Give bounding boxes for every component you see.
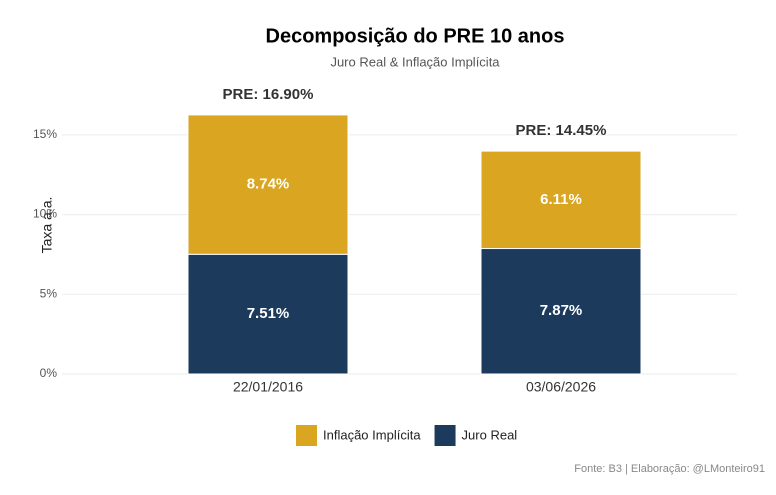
- value-label: 7.87%: [540, 302, 583, 319]
- total-label: PRE: 14.45%: [516, 122, 607, 139]
- value-label: 8.74%: [247, 176, 290, 193]
- legend-label: Juro Real: [462, 427, 518, 442]
- y-tick-label: 10%: [33, 207, 57, 221]
- legend-swatch: [296, 425, 317, 446]
- value-label: 6.11%: [540, 191, 582, 208]
- bar-segment: [187, 253, 349, 375]
- chart-title: Decomposição do PRE 10 anos: [266, 25, 565, 47]
- bar-segment: [187, 114, 349, 255]
- legend-swatch: [434, 425, 456, 446]
- bar-segment: [480, 150, 642, 250]
- x-tick-label: 03/06/2026: [526, 379, 596, 395]
- y-tick-label: 5%: [40, 286, 58, 300]
- value-label: 7.51%: [247, 305, 290, 322]
- y-axis-title: Taxa a.a.: [39, 197, 55, 254]
- chart-subtitle: Juro Real & Inflação Implícita: [330, 54, 500, 69]
- bar-segment: [480, 248, 642, 375]
- y-tick-label: 15%: [33, 127, 57, 141]
- y-tick-label: 0%: [40, 366, 58, 380]
- x-tick-label: 22/01/2016: [233, 379, 303, 395]
- total-label: PRE: 16.90%: [223, 86, 314, 103]
- caption: Fonte: B3 | Elaboração: @LMonteiro91: [574, 463, 765, 475]
- legend-label: Inflação Implícita: [323, 427, 421, 442]
